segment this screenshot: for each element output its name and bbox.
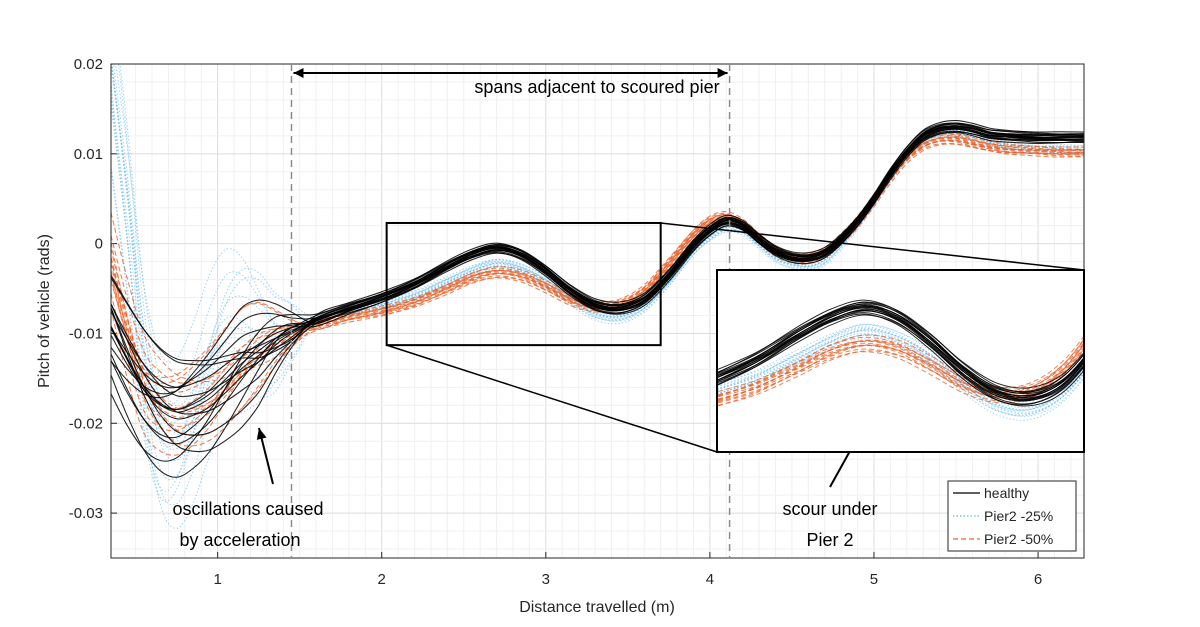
x-tick-label: 4 bbox=[706, 571, 714, 588]
x-tick-label: 1 bbox=[213, 571, 221, 588]
zoom-inset bbox=[716, 269, 1085, 453]
series-line bbox=[111, 120, 1084, 462]
series-line bbox=[111, 134, 1084, 410]
series-line bbox=[111, 136, 1084, 427]
inset-background bbox=[717, 270, 1084, 452]
series-line bbox=[119, 64, 1084, 407]
inset-frame bbox=[716, 269, 1085, 453]
series-line bbox=[111, 133, 1084, 378]
series-line bbox=[717, 338, 1084, 394]
scour-annotation-line-1: scour under bbox=[782, 499, 877, 519]
series-line bbox=[717, 303, 1084, 394]
series-line bbox=[717, 299, 1084, 397]
x-tick-label: 5 bbox=[870, 571, 878, 588]
y-tick-label: 0.02 bbox=[74, 56, 103, 73]
x-tick-label: 6 bbox=[1034, 571, 1042, 588]
series-line bbox=[111, 137, 1084, 384]
zoom-source-box bbox=[385, 221, 662, 347]
span-annotation-label: spans adjacent to scoured pier bbox=[474, 77, 719, 97]
y-tick-label: -0.02 bbox=[69, 415, 103, 432]
inset-series bbox=[717, 299, 1084, 421]
legend: healthy Pier2 -25% Pier2 -50% bbox=[947, 480, 1077, 552]
series-line bbox=[717, 323, 1084, 411]
y-tick-label: 0 bbox=[95, 236, 103, 253]
series-pier2-50- bbox=[111, 132, 1084, 456]
zoom-connector-top bbox=[660, 222, 1085, 271]
series-line bbox=[717, 333, 1084, 413]
x-tick-label: 2 bbox=[378, 571, 386, 588]
oscillation-annotation-line-1: oscillations caused bbox=[172, 499, 323, 519]
series-line bbox=[111, 140, 1084, 414]
main-series bbox=[111, 64, 1084, 529]
oscillation-arrow-head bbox=[256, 428, 267, 440]
series-line bbox=[717, 313, 1084, 406]
series-line bbox=[118, 64, 1084, 435]
series-line bbox=[717, 326, 1084, 415]
x-tick-label: 3 bbox=[542, 571, 550, 588]
y-tick-label: -0.01 bbox=[69, 325, 103, 342]
series-pier2-50- bbox=[717, 334, 1084, 407]
span-arrow-head-left bbox=[293, 67, 304, 78]
legend-label-pier2-25: Pier2 -25% bbox=[984, 508, 1053, 524]
series-line bbox=[717, 328, 1084, 411]
series-line bbox=[111, 136, 1084, 436]
series-line bbox=[717, 347, 1084, 404]
y-tick-label: -0.03 bbox=[69, 505, 103, 522]
scour-annotation-line-2: Pier 2 bbox=[806, 530, 853, 550]
series-line bbox=[717, 303, 1084, 389]
series-line bbox=[717, 342, 1084, 399]
legend-label-pier2-50: Pier2 -50% bbox=[984, 531, 1053, 547]
legend-label-healthy: healthy bbox=[984, 485, 1029, 501]
zoom-connector-bottom bbox=[386, 344, 718, 453]
series-line bbox=[717, 330, 1084, 412]
series-line bbox=[111, 132, 1084, 456]
axis-ticks: 1 2 3 4 5 6 0.02 0.01 0 -0.01 -0.02 -0.03 bbox=[69, 56, 1042, 588]
series-line bbox=[111, 140, 1084, 447]
series-line bbox=[111, 125, 1084, 366]
y-axis-label: Pitch of vehicle (rads) bbox=[36, 234, 53, 388]
x-axis-label: Distance travelled (m) bbox=[519, 599, 675, 616]
series-line bbox=[717, 344, 1084, 403]
span-arrow-head-right bbox=[717, 67, 728, 78]
series-line bbox=[111, 64, 1084, 441]
oscillation-annotation-line-2: by acceleration bbox=[179, 530, 300, 550]
series-line bbox=[717, 335, 1084, 396]
series-healthy bbox=[111, 120, 1084, 478]
y-tick-label: 0.01 bbox=[74, 146, 103, 163]
series-healthy bbox=[717, 299, 1084, 407]
annotations bbox=[256, 64, 1085, 558]
